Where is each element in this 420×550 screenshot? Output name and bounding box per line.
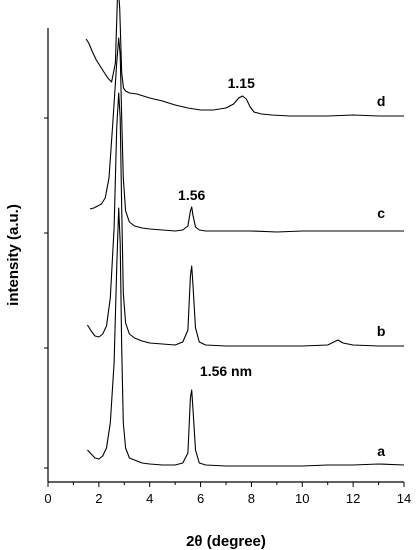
x-tick-label: 8 xyxy=(248,491,255,506)
series-label: d xyxy=(377,93,386,109)
x-tick-label: 12 xyxy=(346,491,360,506)
series-line-a xyxy=(87,207,405,467)
series-label: a xyxy=(377,443,385,459)
series-line-b xyxy=(86,92,404,347)
peak-annotation: 1.15 xyxy=(228,75,255,91)
axes: 0 2 4 6 8 10 12 14 xyxy=(44,28,411,506)
x-tick-label: 6 xyxy=(197,491,204,506)
series-label: b xyxy=(377,323,386,339)
y-axis-title: intensity (a.u.) xyxy=(5,204,22,306)
x-axis-title: 2θ (degree) xyxy=(186,533,266,550)
peak-annotation: 1.56 nm xyxy=(200,363,252,379)
x-tick-label: 0 xyxy=(44,491,51,506)
series-line-c xyxy=(89,37,404,233)
series-label: c xyxy=(377,205,385,221)
x-tick-label: 2 xyxy=(95,491,102,506)
x-tick-label: 14 xyxy=(397,491,411,506)
peak-annotation: 1.56 xyxy=(178,187,205,203)
series-line-d xyxy=(85,0,404,117)
x-tick-label: 10 xyxy=(295,491,309,506)
x-tick-label: 4 xyxy=(146,491,153,506)
